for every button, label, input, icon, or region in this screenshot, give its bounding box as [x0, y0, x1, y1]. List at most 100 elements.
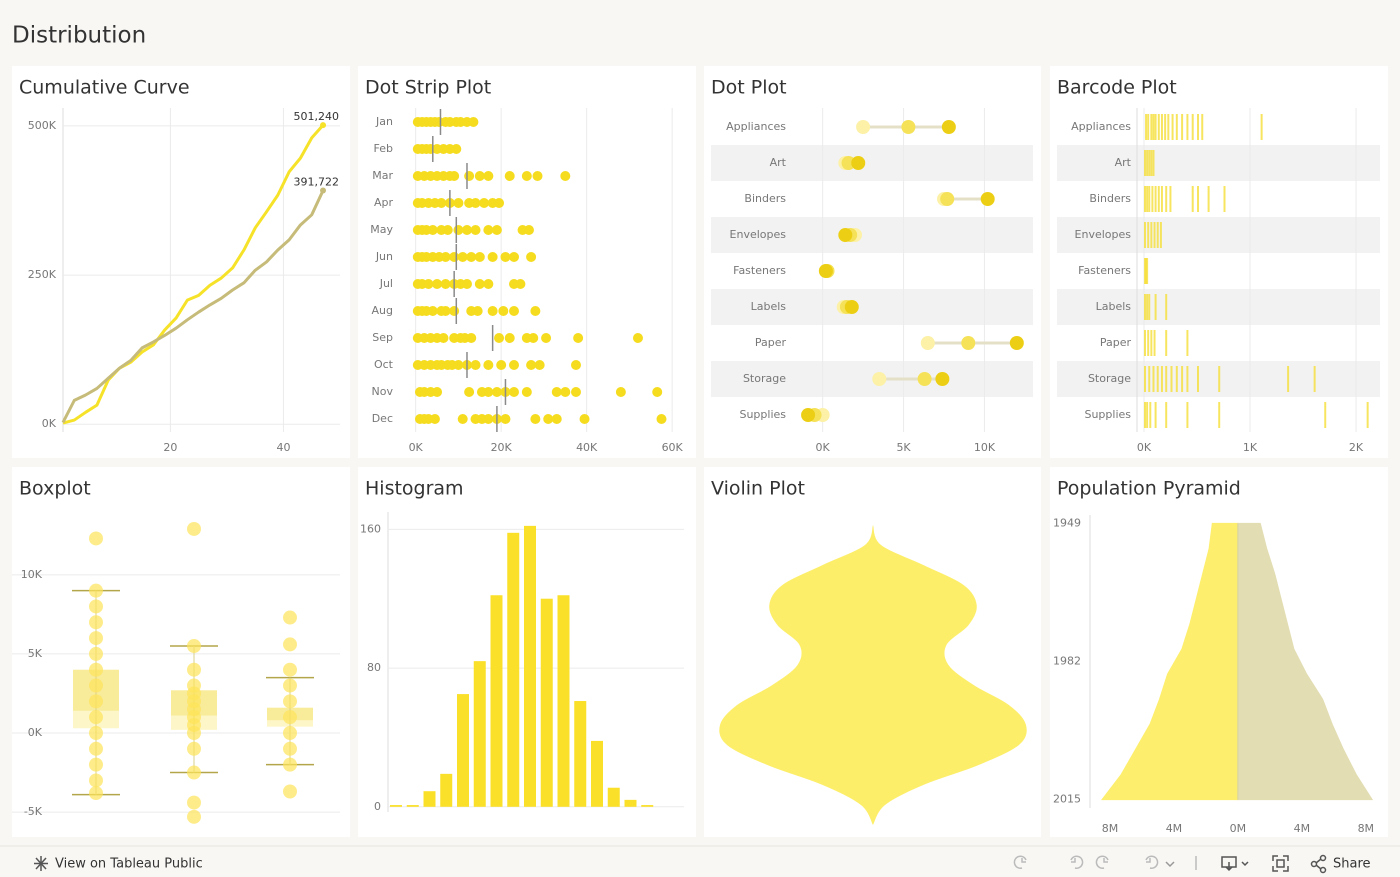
- point: [89, 615, 103, 630]
- point: [89, 631, 103, 646]
- dot: [466, 333, 477, 343]
- dot: [466, 252, 477, 262]
- dot: [483, 387, 494, 397]
- barcode-tick: [1160, 114, 1163, 140]
- dot: [453, 360, 464, 370]
- barcode-tick: [1156, 366, 1159, 392]
- barcode-tick: [1186, 366, 1189, 392]
- dot: [449, 252, 460, 262]
- point: [283, 741, 297, 756]
- dot: [523, 225, 534, 235]
- barcode-tick: [1143, 294, 1146, 320]
- dot: [632, 333, 643, 343]
- download-icon[interactable]: [1221, 856, 1249, 872]
- barcode-tick: [1143, 186, 1146, 212]
- dot: [496, 360, 507, 370]
- point: [89, 599, 103, 614]
- bar: [591, 740, 603, 807]
- dot: [844, 300, 859, 314]
- barcode-tick: [1160, 186, 1163, 212]
- barcode-tick: [1154, 402, 1157, 428]
- row-label: Supplies: [1084, 408, 1131, 421]
- x-tick-label: 5K: [896, 441, 911, 454]
- dot: [521, 387, 532, 397]
- x-tick-label: 0K: [816, 441, 831, 454]
- barcode-tick: [1197, 366, 1200, 392]
- barcode-tick: [1160, 366, 1163, 392]
- share-button[interactable]: Share: [1333, 857, 1371, 872]
- x-tick-label: 40K: [576, 441, 598, 454]
- dot: [504, 333, 515, 343]
- x-tick-label: 20: [163, 441, 177, 454]
- barcode-tick: [1181, 114, 1184, 140]
- dot: [457, 414, 468, 424]
- point: [89, 757, 103, 772]
- row-label: Supplies: [739, 408, 786, 421]
- row-label: Dec: [372, 412, 393, 425]
- dot: [961, 336, 976, 350]
- barcode-tick: [1149, 402, 1152, 428]
- dot: [432, 279, 443, 289]
- row-label: May: [370, 223, 393, 236]
- end-label: 391,722: [294, 176, 340, 189]
- dot: [427, 306, 438, 316]
- barcode-tick: [1324, 402, 1327, 428]
- barcode-tick: [1175, 366, 1178, 392]
- chart-title: Dot Strip Plot: [365, 77, 491, 99]
- dot: [453, 198, 464, 208]
- dot: [491, 225, 502, 235]
- point: [283, 710, 297, 725]
- dot: [440, 252, 451, 262]
- barcode-tick: [1197, 186, 1200, 212]
- bar: [473, 661, 486, 807]
- barcode-tick: [1152, 114, 1155, 140]
- barcode-tick: [1146, 294, 1149, 320]
- row-label: Nov: [372, 385, 394, 398]
- view-link[interactable]: View on Tableau Public: [55, 857, 203, 872]
- dot: [449, 306, 460, 316]
- row-band: [1057, 217, 1380, 253]
- row-band: [711, 217, 1033, 253]
- bar: [624, 799, 637, 807]
- dot: [560, 387, 571, 397]
- row-band: [1057, 145, 1380, 181]
- barcode-tick: [1186, 330, 1189, 356]
- point: [89, 678, 103, 693]
- dot: [470, 225, 481, 235]
- share-icon[interactable]: [1310, 854, 1327, 874]
- point: [89, 741, 103, 756]
- point: [187, 809, 201, 824]
- fullscreen-icon[interactable]: [1272, 855, 1289, 872]
- barcode-tick: [1170, 366, 1173, 392]
- dot: [541, 333, 552, 343]
- bar: [440, 773, 453, 807]
- barcode-tick: [1167, 114, 1170, 140]
- x-tick-label: 60K: [662, 441, 684, 454]
- dot: [579, 414, 590, 424]
- row-label: Appliances: [726, 120, 786, 133]
- row-label: Storage: [743, 372, 786, 385]
- row-label: Jun: [375, 250, 393, 263]
- barcode-tick: [1171, 114, 1174, 140]
- barcode-tick: [1154, 186, 1157, 212]
- y-tick-label: 500K: [28, 119, 57, 132]
- tableau-icon[interactable]: [34, 856, 48, 871]
- barcode-tick: [1157, 114, 1160, 140]
- barcode-tick: [1146, 402, 1149, 428]
- point: [89, 646, 103, 661]
- bar: [457, 694, 469, 807]
- dot: [470, 198, 481, 208]
- population-area: [1100, 522, 1239, 801]
- point: [89, 694, 103, 709]
- dot: [526, 252, 537, 262]
- y-tick-label: 1949: [1053, 516, 1081, 529]
- barcode-tick: [1313, 366, 1316, 392]
- dot: [917, 372, 932, 386]
- dot: [1009, 336, 1024, 350]
- point: [187, 521, 201, 536]
- dot: [500, 252, 511, 262]
- panel: [12, 66, 350, 458]
- panel: [358, 66, 696, 458]
- dot: [472, 306, 483, 316]
